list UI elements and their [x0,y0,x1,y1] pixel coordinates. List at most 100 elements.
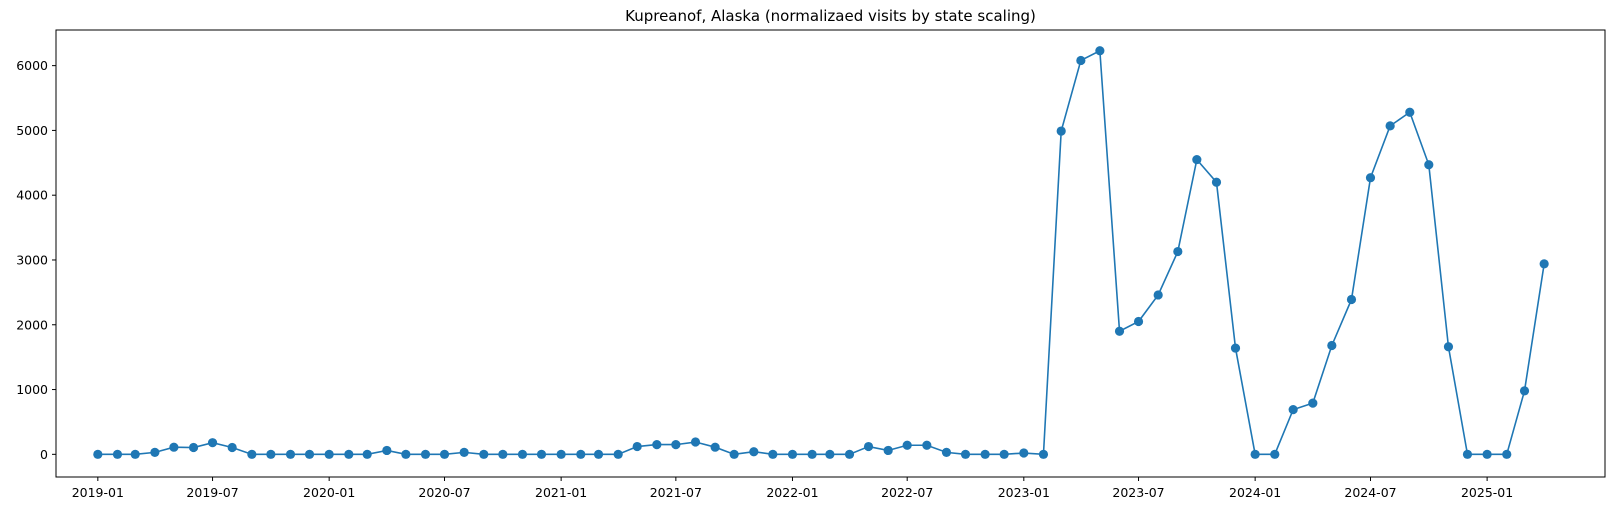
data-point [1288,405,1298,415]
data-point [632,441,642,452]
x-tick-label: 2023-07 [1112,485,1164,500]
data-point [150,447,160,457]
chart-title: Kupreanof, Alaska (normalizaed visits by… [625,7,1036,25]
data-point [960,449,971,459]
data-point [690,437,701,447]
data-point [1114,326,1125,336]
data-point [1502,449,1512,459]
data-point [1211,177,1222,187]
data-point [1056,126,1066,136]
data-point [902,440,912,450]
data-point [1095,46,1105,56]
data-point [613,449,623,459]
data-point [1270,449,1280,459]
data-point [1133,316,1144,327]
data-point [304,449,315,459]
data-point [479,449,489,459]
data-point [498,449,508,459]
data-point [556,449,566,459]
data-point [671,440,681,450]
data-point [980,449,990,459]
x-axis: 2019-01 2019-07 2020-01 2020-07 2021-01 2021-… [72,477,1513,500]
x-tick-label: 2022-07 [881,485,933,500]
data-point [420,449,431,459]
y-tick-label: 3000 [16,252,48,267]
x-tick-label: 2024-07 [1344,485,1396,500]
y-tick-label: 2000 [16,317,48,332]
data-point [1462,449,1473,459]
data-point [362,449,372,459]
x-tick-label: 2025-01 [1461,485,1513,500]
data-point [517,449,528,459]
data-point [1424,160,1434,170]
y-tick-label: 4000 [16,188,48,203]
y-tick-label: 1000 [16,382,48,397]
data-point [1076,55,1086,66]
data-point [1365,173,1376,183]
plot-frame [55,29,1606,478]
x-tick-label: 2021-07 [650,485,702,500]
data-point [188,442,199,453]
data-point [1250,449,1260,459]
data-point [1230,343,1241,353]
data-point [1192,154,1202,165]
data-point [382,445,392,456]
data-point [169,442,179,452]
data-point [576,449,586,459]
series-line [97,49,1545,456]
data-point [768,449,778,459]
data-point [459,447,469,457]
x-tick-label: 2024-01 [1229,485,1281,500]
data-point [401,449,411,459]
x-tick-label: 2020-07 [418,485,470,500]
data-point [1019,448,1029,458]
data-point [825,449,835,459]
data-point [1173,246,1183,257]
data-point [344,449,354,459]
data-points [93,46,1549,459]
data-point [652,440,662,450]
x-tick-label: 2022-01 [766,485,818,500]
data-point [247,449,257,459]
data-point [324,449,334,459]
data-point [1482,449,1492,459]
x-tick-label: 2020-01 [303,485,355,500]
data-point [863,441,874,452]
y-axis: 0 1000 2000 3000 4000 5000 6000 [16,58,56,462]
x-tick-label: 2019-07 [186,485,238,500]
data-point [710,442,720,452]
data-point [1153,290,1163,300]
data-point [749,447,759,457]
x-tick-label: 2021-01 [535,485,587,500]
x-tick-label: 2019-01 [72,485,124,500]
x-tick-label: 2023-01 [998,485,1050,500]
data-point [536,449,547,459]
data-point [1405,107,1415,117]
data-point [1443,342,1454,352]
data-point [999,449,1009,459]
data-point [844,449,855,459]
data-point [807,449,817,459]
data-point [922,440,932,450]
data-point [207,438,218,448]
data-point [1346,294,1357,305]
data-point [1519,386,1530,396]
data-point [1385,121,1395,131]
data-point [227,442,237,453]
data-point [593,449,604,459]
data-point [883,445,893,456]
data-point [1539,259,1549,269]
data-point [1308,398,1318,408]
data-point [130,449,140,459]
data-point [1327,340,1337,351]
data-point [1038,449,1049,459]
data-point [266,449,276,459]
y-tick-label: 0 [40,447,48,462]
data-point [941,447,952,457]
data-point [729,449,739,459]
data-point [439,449,450,459]
y-tick-label: 6000 [16,58,48,73]
data-point [112,449,123,459]
data-point [787,449,798,459]
